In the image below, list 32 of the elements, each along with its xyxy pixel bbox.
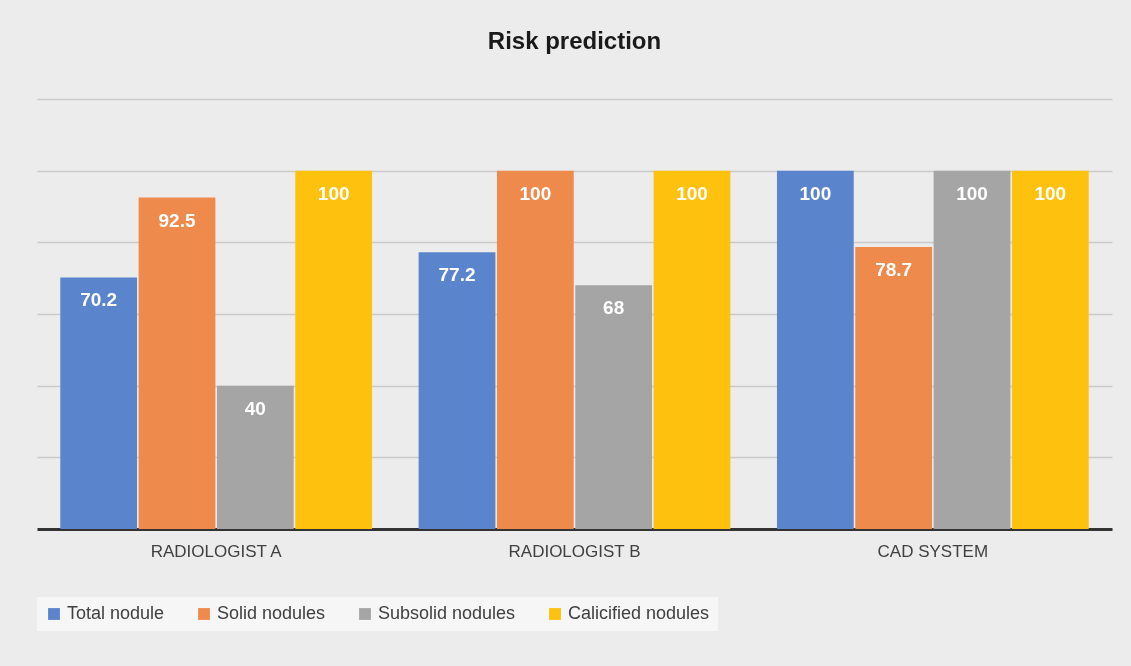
data-label: 100	[519, 182, 552, 204]
data-label: 77.2	[438, 264, 476, 286]
bar	[496, 170, 574, 529]
x-tick-label: RADIOLOGIST A	[150, 541, 283, 561]
data-label: 100	[317, 182, 350, 204]
x-tick-label: RADIOLOGIST B	[508, 541, 641, 561]
legend-label: Subsolid nodules	[378, 603, 516, 623]
bar	[1011, 170, 1089, 529]
data-label: 78.7	[875, 258, 913, 280]
data-label: 100	[1034, 182, 1067, 204]
legend-label: Calicified nodules	[568, 603, 710, 623]
bar	[776, 170, 854, 529]
bar	[933, 170, 1011, 529]
data-label: 68	[603, 297, 625, 319]
bar	[60, 277, 138, 529]
bar	[575, 285, 653, 529]
bar	[295, 170, 373, 529]
data-label: 92.5	[158, 209, 196, 231]
x-tick-label: CAD SYSTEM	[877, 541, 989, 561]
data-label: 70.2	[80, 289, 118, 311]
data-label: 100	[676, 182, 708, 204]
bar	[418, 252, 496, 529]
legend-label: Total nodule	[67, 603, 165, 623]
bar	[855, 246, 933, 529]
bar	[138, 197, 216, 529]
legend-label: Solid nodules	[217, 603, 326, 623]
bar	[216, 385, 294, 529]
data-label: 40	[244, 397, 266, 419]
data-label: 100	[956, 182, 988, 204]
data-label: 100	[799, 182, 832, 204]
chart-title: Risk prediction	[487, 27, 662, 54]
bar	[653, 170, 731, 529]
